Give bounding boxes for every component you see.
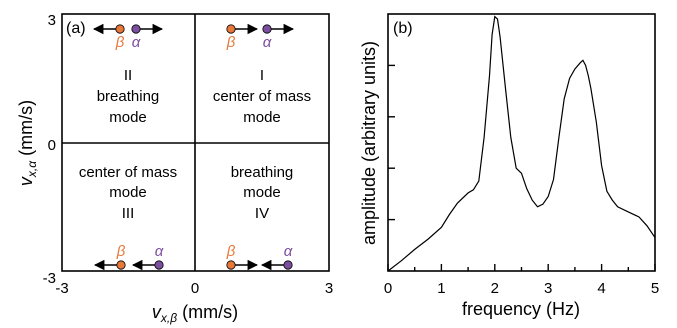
y-axis-units: (mm/s) [16,100,36,156]
quadrant-iii-line2: mode [109,184,147,201]
y-tick-bottom: -3 [43,270,56,287]
quadrant-ii-line1: breathing [97,88,160,105]
panel-b: (b) 0 1 2 3 4 5 frequency (Hz) amplitude (arb… [359,13,659,319]
x-axis-var: v [152,302,162,322]
quadrant-iv: breathing mode IV [231,164,294,222]
quadrant-iii-numeral: III [122,205,135,222]
y-axis-sub: x,α [25,160,39,178]
y-tick-mid: 0 [48,137,56,154]
alpha-particle-dot [154,260,164,270]
x-tick-label: 4 [597,280,605,297]
panel-b-series-line [387,15,656,272]
panel-a-x-axis-title: vx,β (mm/s) [152,302,238,325]
y-axis-var: v [16,176,36,186]
x-tick-label: 0 [384,280,392,297]
panel-b-x-axis-title: frequency (Hz) [462,299,580,319]
panel-b-tick-labels: 0 1 2 3 4 5 [384,280,659,297]
beta-particle-dot [226,260,236,270]
particle-diagrams: β α β αβ α β α [92,23,295,271]
x-tick-label: 2 [491,280,499,297]
x-tick-right: 3 [325,280,333,297]
alpha-particle-dot [131,24,141,34]
quadrant-ii-line2: mode [109,109,147,126]
y-tick-top: 3 [48,12,56,29]
quadrant-iv-line1: breathing [231,164,294,181]
quadrant-iii: center of mass mode III [79,164,177,222]
alpha-particle-label: α [263,34,272,51]
beta-particle-dot [116,260,126,270]
alpha-particle-label: α [132,34,141,51]
x-tick-label: 5 [651,280,659,297]
panel-b-label: (b) [393,20,413,37]
quadrant-i-line1: center of mass [213,88,311,105]
panel-b-ticks [387,64,656,271]
x-axis-sub: x,β [160,311,177,325]
panel-a-label: (a) [66,20,86,37]
alpha-particle-dot [262,24,272,34]
panel-a-y-axis-title: vx,α (mm/s) [16,100,39,186]
quadrant-ii: II breathing mode [97,67,160,126]
panel-b-y-axis-title: amplitude (arbitrary units) [359,41,379,245]
x-tick-label: 3 [544,280,552,297]
beta-particle-label: β [115,34,125,51]
quadrant-ii-numeral: II [124,67,132,84]
x-tick-left: -3 [55,280,68,297]
beta-particle-label: β [226,243,236,260]
quadrant-i-line2: mode [243,109,281,126]
quadrant-iv-numeral: IV [255,205,269,222]
alpha-particle-label: α [155,243,164,260]
quadrant-i: I center of mass mode [213,67,311,126]
panel-a: (a) 3 0 -3 -3 0 3 vx,β (mm/s) vx,α(mm/s) … [16,12,333,325]
alpha-particle-label: α [284,243,293,260]
panel-b-frame [387,13,656,272]
alpha-particle-dot [283,260,293,270]
beta-particle-label: β [116,243,126,260]
beta-particle-dot [115,24,125,34]
quadrant-iv-line2: mode [243,184,281,201]
quadrant-iii-line1: center of mass [79,164,177,181]
x-tick-mid: 0 [191,280,199,297]
quadrant-i-numeral: I [260,67,264,84]
x-axis-units: (mm/s) [182,302,238,322]
x-tick-label: 1 [437,280,445,297]
beta-particle-label: β [226,34,236,51]
beta-particle-dot [226,24,236,34]
